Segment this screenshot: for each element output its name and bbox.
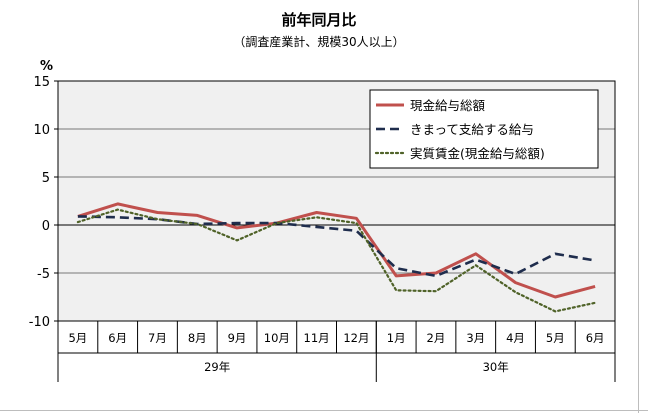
y-tick-label: -5: [37, 267, 50, 282]
x-tick-label: 2月: [427, 331, 446, 345]
x-tick-label: 4月: [506, 331, 525, 345]
legend-box: [369, 89, 599, 169]
y-tick-label: -10: [29, 315, 50, 330]
y-tick-label: 5: [42, 171, 50, 186]
y-axis: 15 10 5 0 -5 -10: [29, 75, 58, 330]
frame-right-border: [638, 0, 639, 413]
x-axis: 5月 6月 7月 8月 9月 10月 11月 12月 1月 2月 3月 4月 5月 6月 29年 30年: [57, 321, 616, 382]
series-group: [76, 202, 597, 313]
frame-bottom-border: [0, 410, 648, 411]
x-tick-label: 10月: [264, 331, 290, 345]
chart-title: 前年同月比: [281, 11, 357, 29]
y-tick-label: 15: [33, 75, 50, 90]
x-tick-label: 8月: [188, 331, 207, 345]
y-tick-label: 0: [42, 219, 50, 234]
x-tick-label: 6月: [108, 331, 127, 345]
legend-label-3: 実質賃金(現金給与総額): [410, 146, 545, 161]
year-label: 30年: [483, 360, 509, 374]
series-line-1: [77, 202, 596, 299]
legend-label-1: 現金給与総額: [410, 98, 486, 113]
x-tick-label: 9月: [228, 331, 247, 345]
year-label: 29年: [204, 360, 230, 374]
x-tick-label: 5月: [546, 331, 565, 345]
y-tick-label: 10: [33, 123, 50, 138]
x-tick-label: 3月: [466, 331, 485, 345]
chart-subtitle: （調査産業計、規模30人以上）: [233, 35, 405, 49]
x-tick-label: 1月: [387, 331, 406, 345]
x-tick-label: 5月: [68, 331, 87, 345]
x-tick-label: 7月: [148, 331, 167, 345]
x-tick-label: 12月: [343, 331, 369, 345]
y-axis-unit: %: [40, 59, 53, 74]
x-tick-label: 6月: [586, 331, 605, 345]
x-tick-label: 11月: [304, 331, 330, 345]
legend-label-2: きまって支給する給与: [410, 122, 534, 137]
series-line-3: [76, 208, 597, 313]
